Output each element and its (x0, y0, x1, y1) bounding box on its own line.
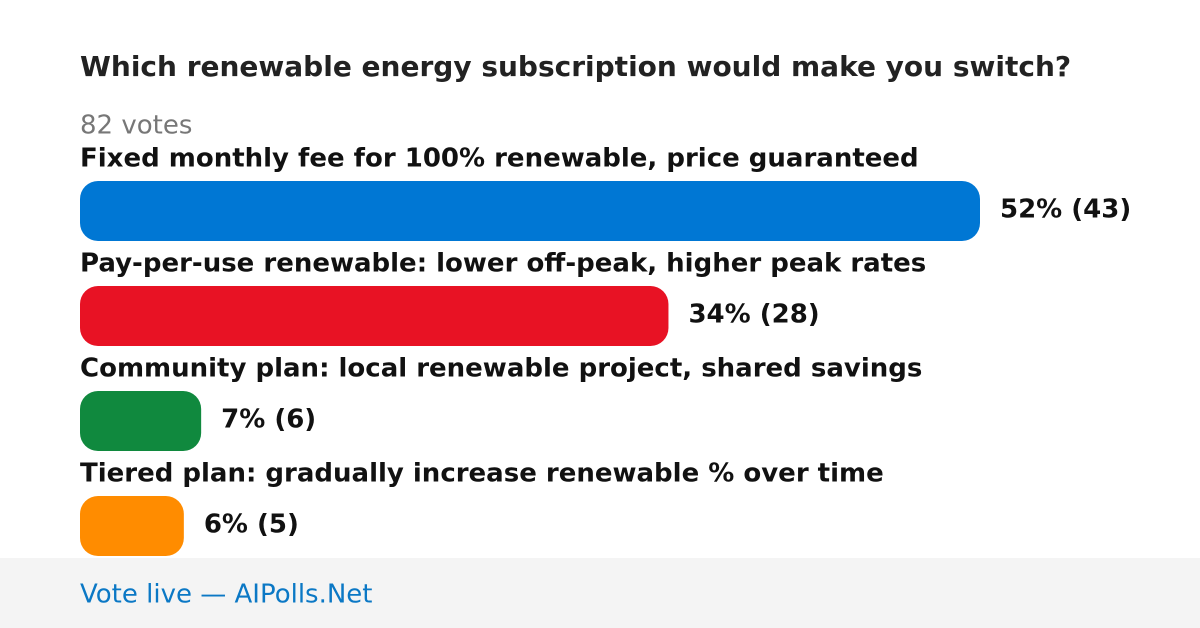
value-label: 34% (28) (688, 300, 819, 330)
value-label: 6% (5) (204, 510, 299, 540)
footer-band (0, 558, 1200, 628)
option-label: Pay-per-use renewable: lower off-peak, h… (80, 249, 926, 279)
bar (80, 181, 980, 241)
bar (80, 496, 184, 556)
bar (80, 286, 669, 346)
value-label: 52% (43) (1000, 195, 1131, 225)
vote-count: 82 votes (80, 111, 192, 141)
value-label: 7% (6) (221, 405, 316, 435)
option-label: Fixed monthly fee for 100% renewable, pr… (80, 144, 919, 174)
poll-title: Which renewable energy subscription woul… (80, 50, 1071, 83)
bar (80, 391, 202, 451)
option-label: Community plan: local renewable project,… (80, 354, 922, 384)
option-label: Tiered plan: gradually increase renewabl… (80, 459, 884, 489)
footer-link[interactable]: Vote live — AIPolls.Net (80, 580, 373, 610)
